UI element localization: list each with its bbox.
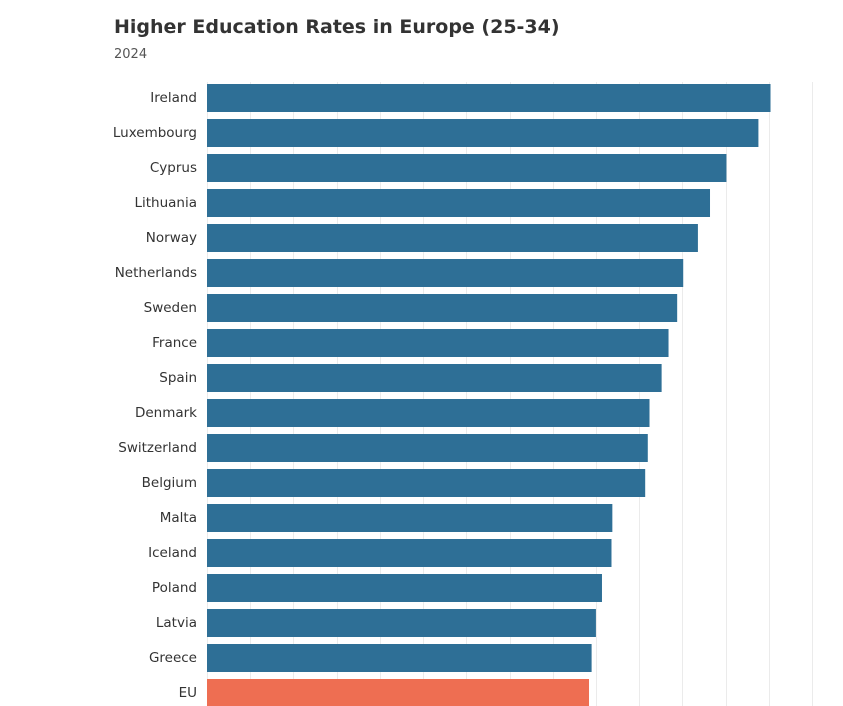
bar-poland[interactable] — [207, 574, 602, 602]
category-label: Greece — [149, 650, 197, 666]
bar-iceland[interactable] — [207, 539, 612, 567]
category-label: Iceland — [148, 545, 197, 561]
category-label: France — [152, 335, 197, 351]
category-label: Denmark — [135, 405, 197, 421]
bar-switzerland[interactable] — [207, 434, 648, 462]
bar-spain[interactable] — [207, 364, 662, 392]
category-label: Belgium — [142, 475, 197, 491]
category-label: Norway — [146, 230, 197, 246]
category-label: Spain — [159, 370, 197, 386]
chart-title: Higher Education Rates in Europe (25-34) — [114, 16, 560, 38]
bar-sweden[interactable] — [207, 294, 678, 322]
bar-norway[interactable] — [207, 224, 698, 252]
bar-eu[interactable] — [207, 679, 590, 706]
category-label: Ireland — [150, 90, 197, 106]
bar-denmark[interactable] — [207, 399, 650, 427]
category-label: Switzerland — [118, 440, 197, 456]
bar-lithuania[interactable] — [207, 189, 711, 217]
category-label: Luxembourg — [113, 125, 197, 141]
bar-cyprus[interactable] — [207, 154, 727, 182]
category-label: Poland — [152, 580, 197, 596]
category-label: Lithuania — [134, 195, 197, 211]
category-label: EU — [179, 685, 197, 701]
category-label: Malta — [160, 510, 197, 526]
bar-malta[interactable] — [207, 504, 613, 532]
category-label: Netherlands — [115, 265, 197, 281]
bar-latvia[interactable] — [207, 609, 596, 637]
bar-netherlands[interactable] — [207, 259, 684, 287]
bar-greece[interactable] — [207, 644, 592, 672]
bar-luxembourg[interactable] — [207, 119, 759, 147]
category-label: Sweden — [144, 300, 197, 316]
bar-belgium[interactable] — [207, 469, 646, 497]
category-label: Cyprus — [150, 160, 197, 176]
bar-ireland[interactable] — [207, 84, 771, 112]
bar-france[interactable] — [207, 329, 669, 357]
chart-subtitle: 2024 — [114, 47, 148, 62]
category-label: Latvia — [156, 615, 197, 631]
